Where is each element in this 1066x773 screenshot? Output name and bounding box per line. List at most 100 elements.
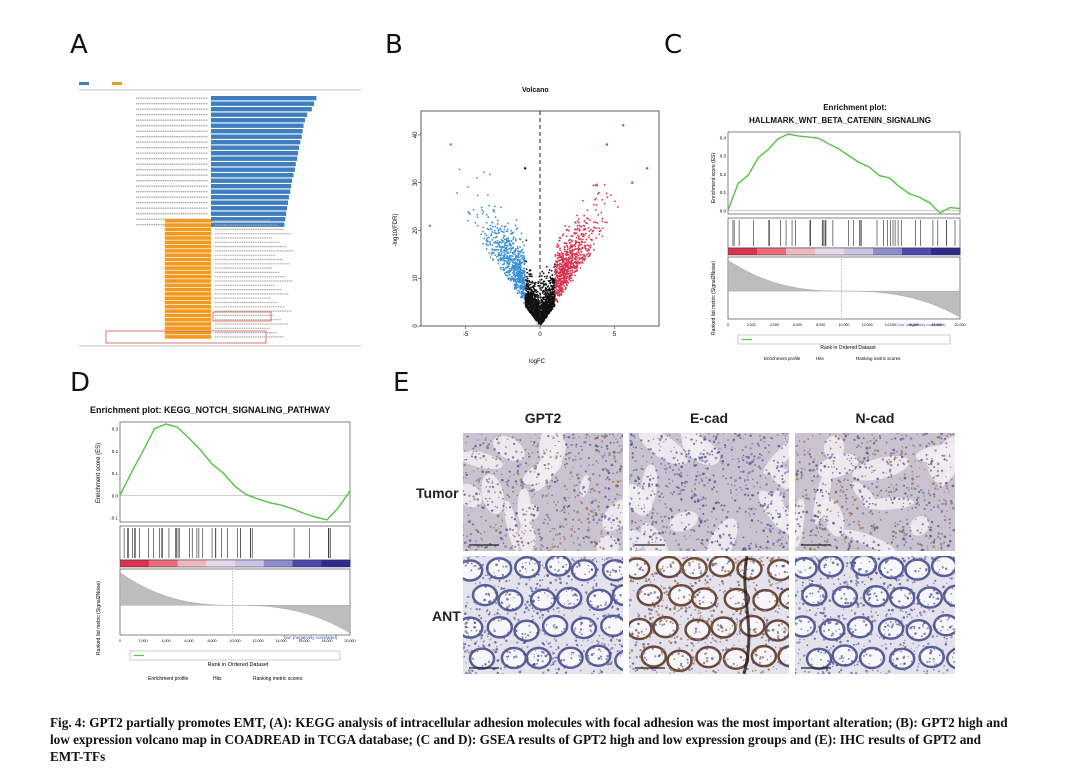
- point: [554, 265, 557, 268]
- point: [482, 242, 484, 245]
- x-tick-label: 16,000: [908, 323, 919, 327]
- nucleus: [871, 502, 874, 505]
- x-tick-label: 12,000: [253, 639, 264, 643]
- point: [510, 229, 512, 232]
- nucleus: [868, 446, 872, 450]
- nucleus: [501, 573, 504, 577]
- nucleus: [677, 509, 681, 512]
- x-tick-label: 0: [727, 323, 729, 327]
- point: [596, 193, 599, 195]
- point: [598, 233, 601, 236]
- nucleus: [603, 515, 607, 518]
- nucleus: [747, 456, 750, 459]
- nucleus: [730, 483, 733, 486]
- point: [529, 302, 532, 305]
- nucleus: [537, 455, 540, 459]
- nucleus: [467, 671, 471, 674]
- nucleus: [773, 459, 775, 462]
- nucleus: [615, 542, 618, 545]
- nucleus: [477, 480, 481, 483]
- nucleus: [804, 488, 807, 492]
- nucleus: [820, 462, 823, 465]
- point: [533, 302, 536, 305]
- nucleus: [880, 519, 882, 521]
- nucleus: [812, 460, 815, 464]
- nucleus: [612, 501, 614, 504]
- nucleus: [631, 452, 634, 455]
- nucleus: [767, 492, 770, 496]
- nucleus: [839, 489, 842, 492]
- nucleus: [798, 461, 801, 464]
- nucleus: [694, 458, 697, 461]
- point: [574, 242, 577, 244]
- point: [551, 293, 554, 296]
- point: [496, 242, 499, 244]
- nucleus: [630, 507, 633, 510]
- bar: [164, 227, 211, 232]
- crypt: [555, 586, 583, 610]
- nucleus: [840, 484, 842, 486]
- nucleus: [597, 518, 601, 522]
- ihc-row-tumor: Tumor: [416, 485, 459, 501]
- point: [491, 225, 494, 228]
- point: [489, 227, 492, 230]
- point: [575, 232, 578, 235]
- nucleus: [488, 485, 492, 488]
- point: [560, 255, 563, 258]
- nucleus: [616, 538, 620, 542]
- nucleus: [759, 475, 762, 478]
- nucleus: [666, 485, 668, 488]
- nucleus: [512, 503, 514, 505]
- nucleus: [587, 513, 590, 516]
- nucleus: [646, 460, 648, 463]
- nucleus: [729, 476, 733, 479]
- nucleus: [607, 487, 611, 490]
- nucleus: [680, 465, 683, 469]
- point: [574, 267, 577, 269]
- nucleus: [469, 500, 471, 503]
- nucleus: [540, 537, 544, 540]
- nucleus: [605, 505, 609, 509]
- nucleus: [857, 523, 859, 525]
- nucleus: [864, 475, 867, 477]
- point: [645, 167, 649, 170]
- es-frame: [119, 421, 351, 523]
- nucleus: [511, 436, 514, 439]
- nucleus: [659, 445, 662, 448]
- nucleus: [833, 466, 836, 468]
- nucleus: [717, 450, 721, 454]
- nucleus: [593, 540, 597, 544]
- nucleus: [742, 438, 745, 440]
- nucleus: [594, 444, 598, 448]
- gland: [909, 516, 930, 536]
- point: [545, 277, 548, 280]
- nucleus: [782, 495, 785, 498]
- nucleus: [631, 456, 634, 459]
- nucleus: [922, 491, 925, 495]
- nucleus: [466, 435, 469, 438]
- point: [563, 248, 566, 251]
- nucleus: [776, 512, 779, 515]
- point: [564, 274, 567, 277]
- nucleus: [673, 446, 675, 449]
- nucleus: [742, 536, 745, 539]
- nucleus: [602, 536, 605, 538]
- point: [556, 280, 559, 283]
- nucleus: [784, 444, 787, 446]
- nucleus: [651, 520, 655, 524]
- nucleus: [715, 435, 718, 439]
- nucleus: [852, 484, 855, 487]
- nucleus: [821, 494, 824, 498]
- nucleus: [855, 506, 859, 510]
- nucleus: [671, 493, 674, 496]
- nucleus: [615, 484, 618, 487]
- nucleus: [475, 479, 478, 482]
- nucleus: [796, 477, 799, 481]
- point: [485, 242, 487, 245]
- nucleus: [690, 496, 694, 500]
- point: [485, 221, 488, 224]
- nucleus: [643, 510, 645, 513]
- point: [513, 251, 516, 254]
- nucleus: [600, 519, 603, 522]
- point: [512, 238, 515, 240]
